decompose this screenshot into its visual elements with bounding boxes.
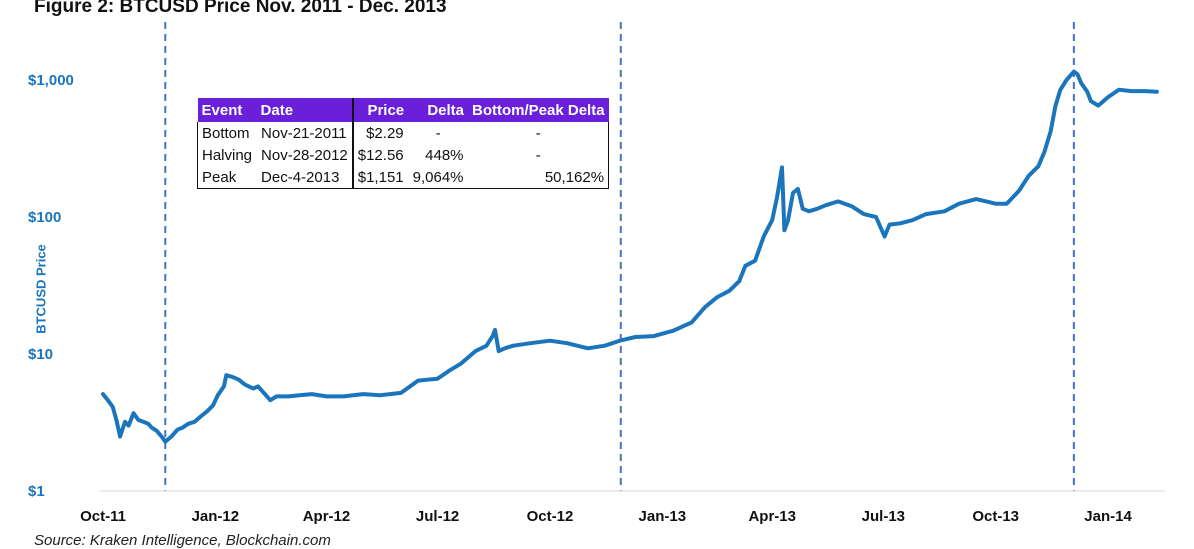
- x-tick-label: Apr-13: [748, 508, 796, 525]
- event-cell: Peak: [196, 166, 257, 189]
- y-tick-label: $10: [28, 346, 53, 363]
- x-tick-label: Jan-12: [192, 508, 240, 525]
- event-table-row: Halving Nov-28-2012 $12.56 448% -: [196, 144, 610, 166]
- bottom-peak-delta-cell: 50,162%: [467, 166, 610, 189]
- event-table: Event Date Price Delta Bottom/Peak Delta…: [196, 98, 610, 189]
- x-tick-label: Jan-14: [1084, 508, 1132, 525]
- price-cell: $2.29: [351, 122, 409, 144]
- x-tick-label: Apr-12: [303, 508, 351, 525]
- x-tick-label: Jul-12: [416, 508, 459, 525]
- bottom-peak-delta-cell: -: [467, 144, 610, 166]
- x-tick-label: Oct-12: [527, 508, 574, 525]
- series-group: [101, 69, 1159, 444]
- y-tick-label: $1: [28, 483, 45, 500]
- y-tick-label: $1,000: [28, 72, 74, 89]
- event-cell: Bottom: [196, 122, 257, 144]
- delta-cell: 9,064%: [407, 166, 469, 189]
- event-lines: [164, 22, 1075, 491]
- y-ticks: $1 $10 $100 $1,000: [28, 72, 74, 500]
- x-tick-label: Jul-13: [862, 508, 905, 525]
- event-table-header-event: Event: [197, 98, 257, 122]
- delta-cell: 448%: [407, 144, 469, 166]
- date-cell: Dec-4-2013: [256, 166, 353, 189]
- price-series-line: [101, 69, 1159, 444]
- event-table-header-delta: Delta: [408, 98, 469, 122]
- price-cell: $12.56: [351, 144, 409, 166]
- delta-cell: -: [407, 122, 469, 144]
- x-ticks: Oct-11 Jan-12 Apr-12 Jul-12 Oct-12 Jan-13 Apr-…: [80, 508, 1132, 525]
- bottom-peak-delta-cell: -: [467, 122, 610, 144]
- event-table-row: Peak Dec-4-2013 $1,151 9,064% 50,162%: [196, 166, 610, 189]
- x-tick-label: Oct-11: [80, 508, 126, 525]
- date-cell: Nov-21-2011: [256, 122, 353, 144]
- y-tick-label: $100: [28, 209, 61, 226]
- event-table-header-bottom-peak-delta: Bottom/Peak Delta: [468, 98, 609, 122]
- source-note: Source: Kraken Intelligence, Blockchain.…: [34, 532, 331, 549]
- event-cell: Halving: [196, 144, 257, 166]
- event-table-header-row: Event Date Price Delta Bottom/Peak Delta: [197, 98, 609, 122]
- event-table-header-date: Date: [256, 98, 353, 122]
- price-cell: $1,151: [351, 166, 409, 189]
- chart-title: Figure 2: BTCUSD Price Nov. 2011 - Dec. …: [34, 0, 447, 17]
- event-table-row: Bottom Nov-21-2011 $2.29 - -: [196, 122, 610, 144]
- x-tick-label: Oct-13: [972, 508, 1019, 525]
- x-tick-label: Jan-13: [639, 508, 687, 525]
- date-cell: Nov-28-2012: [256, 144, 353, 166]
- event-table-header-price: Price: [351, 98, 409, 122]
